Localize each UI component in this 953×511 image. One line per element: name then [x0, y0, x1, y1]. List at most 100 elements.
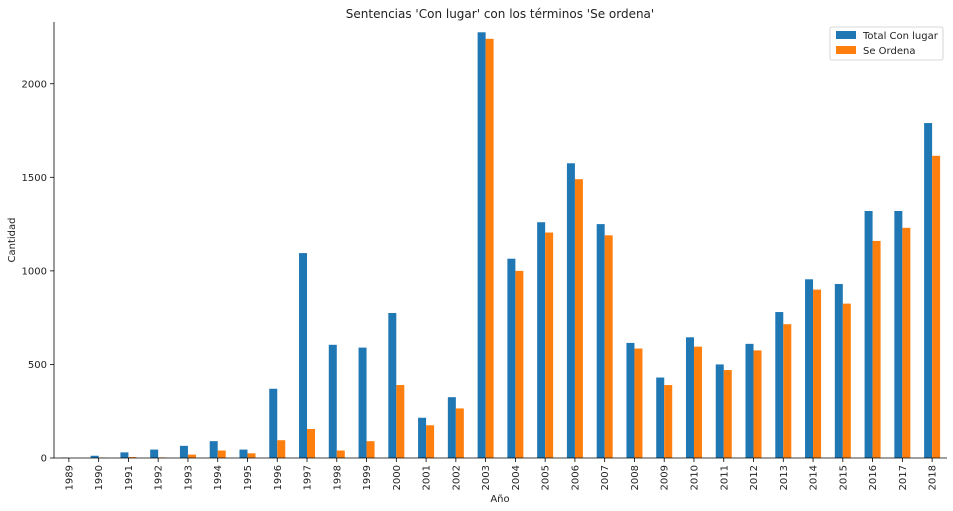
y-tick-label-1000: 1000: [22, 266, 47, 277]
x-tick-label-2006: 2006: [570, 465, 581, 490]
bar-se-ordena-2014: [813, 289, 822, 458]
bar-se-ordena-2001: [426, 425, 435, 458]
bar-se-ordena-1995: [247, 453, 256, 458]
x-tick-label-2004: 2004: [511, 465, 522, 490]
x-tick-label-2011: 2011: [719, 465, 730, 490]
x-tick-label-2003: 2003: [481, 465, 492, 490]
bar-total-con-lugar-2006: [566, 163, 575, 458]
x-tick-label-2017: 2017: [898, 465, 909, 490]
bar-total-con-lugar-2007: [596, 224, 605, 458]
legend-swatch-total-con-lugar: [836, 31, 856, 39]
x-tick-label-2012: 2012: [749, 465, 760, 490]
x-tick-label-1992: 1992: [154, 465, 165, 490]
x-tick-label-1990: 1990: [94, 465, 105, 490]
bar-total-con-lugar-2016: [864, 210, 873, 458]
bars-group: [60, 32, 941, 459]
y-tick-label-500: 500: [28, 360, 47, 371]
bar-total-con-lugar-2000: [388, 312, 397, 458]
bar-total-con-lugar-2011: [715, 364, 724, 458]
legend-label-se-ordena: Se Ordena: [863, 46, 915, 57]
bar-se-ordena-2008: [634, 348, 643, 458]
bar-total-con-lugar-2012: [745, 343, 754, 458]
bar-se-ordena-2012: [753, 350, 762, 458]
bar-total-con-lugar-2003: [477, 32, 486, 459]
bar-se-ordena-2009: [664, 385, 673, 458]
bar-total-con-lugar-1996: [269, 388, 278, 458]
bar-total-con-lugar-1991: [120, 452, 129, 458]
x-tick-label-2009: 2009: [660, 465, 671, 490]
bar-total-con-lugar-2008: [626, 342, 635, 458]
bar-se-ordena-2002: [455, 408, 464, 458]
bar-total-con-lugar-2002: [447, 397, 456, 458]
x-tick-label-2001: 2001: [422, 465, 433, 490]
y-tick-label-2000: 2000: [22, 79, 47, 90]
x-tick-label-2007: 2007: [600, 465, 611, 490]
bar-se-ordena-2017: [902, 227, 911, 458]
x-tick-label-2015: 2015: [838, 465, 849, 490]
y-tick-label-1500: 1500: [22, 173, 47, 184]
bar-se-ordena-1991: [128, 457, 137, 458]
x-tick-label-1994: 1994: [213, 465, 224, 490]
bar-se-ordena-1999: [366, 441, 375, 458]
bar-total-con-lugar-2009: [656, 377, 665, 458]
bar-se-ordena-1994: [217, 450, 226, 458]
bar-total-con-lugar-2001: [418, 417, 427, 458]
x-axis-label: Año: [490, 494, 509, 505]
bar-total-con-lugar-1998: [328, 344, 337, 458]
bar-total-con-lugar-2018: [924, 123, 933, 458]
bar-se-ordena-1997: [307, 428, 316, 458]
x-tick-label-1996: 1996: [273, 465, 284, 490]
bar-total-con-lugar-1992: [150, 449, 159, 458]
y-axis-label: Cantidad: [7, 218, 18, 263]
bar-total-con-lugar-2005: [537, 222, 546, 458]
bar-se-ordena-2010: [693, 346, 702, 458]
x-tick-label-2016: 2016: [868, 465, 879, 490]
x-tick-label-1993: 1993: [183, 465, 194, 490]
legend-frame: [829, 26, 944, 61]
x-axis: 1989 1990 1991 1992 1993 1994 1995 1996 1997 1998…: [64, 458, 939, 490]
bar-se-ordena-2000: [396, 385, 405, 458]
chart-title: Sentencias 'Con lugar' con los términos …: [346, 7, 654, 21]
bar-total-con-lugar-2014: [805, 279, 814, 458]
x-tick-label-2005: 2005: [541, 465, 552, 490]
x-tick-label-2018: 2018: [928, 465, 939, 490]
bar-se-ordena-2011: [723, 370, 732, 458]
bar-se-ordena-2003: [485, 38, 494, 459]
y-tick-label-0: 0: [41, 454, 47, 465]
bar-se-ordena-2005: [545, 232, 554, 458]
bar-se-ordena-2004: [515, 270, 524, 458]
bar-total-con-lugar-2004: [507, 258, 516, 458]
x-tick-label-2013: 2013: [779, 465, 790, 490]
bar-total-con-lugar-2017: [894, 210, 903, 458]
bar-se-ordena-2015: [842, 303, 851, 458]
x-tick-label-1989: 1989: [64, 465, 75, 490]
bar-se-ordena-1996: [277, 440, 286, 458]
x-tick-label-1995: 1995: [243, 465, 254, 490]
x-tick-label-2014: 2014: [809, 465, 820, 490]
x-tick-label-2008: 2008: [630, 465, 641, 490]
x-tick-label-1991: 1991: [124, 465, 135, 490]
legend: Total Con lugar Se Ordena: [829, 26, 944, 61]
bar-total-con-lugar-1997: [299, 253, 308, 458]
bar-total-con-lugar-2010: [685, 337, 694, 458]
y-axis: 0 500 1000 1500 2000: [22, 79, 54, 465]
x-tick-label-2000: 2000: [392, 465, 403, 490]
legend-label-total-con-lugar: Total Con lugar: [862, 31, 939, 42]
x-tick-label-2010: 2010: [689, 465, 700, 490]
bar-se-ordena-2013: [783, 324, 792, 458]
bar-se-ordena-1998: [336, 450, 345, 458]
legend-swatch-se-ordena: [836, 46, 856, 54]
bar-se-ordena-1993: [187, 454, 196, 458]
x-tick-label-1997: 1997: [303, 465, 314, 490]
bar-total-con-lugar-1995: [239, 449, 248, 458]
bar-se-ordena-2007: [604, 235, 613, 458]
bar-total-con-lugar-2013: [775, 312, 784, 458]
bar-total-con-lugar-1994: [209, 441, 218, 458]
bar-se-ordena-2016: [872, 240, 881, 458]
x-tick-label-1999: 1999: [362, 465, 373, 490]
bar-total-con-lugar-1990: [90, 455, 99, 458]
bar-total-con-lugar-2015: [834, 283, 843, 458]
bar-total-con-lugar-1993: [179, 445, 188, 458]
x-tick-label-1998: 1998: [332, 465, 343, 490]
